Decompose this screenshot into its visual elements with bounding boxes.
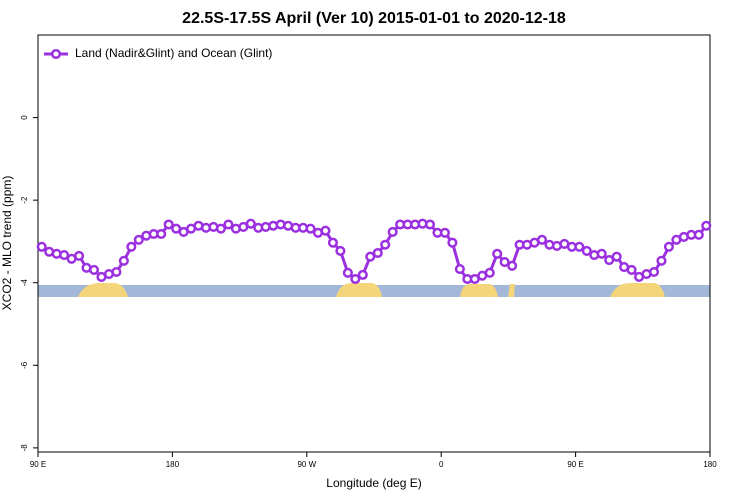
point xyxy=(663,241,674,252)
point xyxy=(492,248,503,259)
point xyxy=(596,248,607,259)
point xyxy=(156,228,167,240)
x-tick-label: 180 xyxy=(703,460,717,469)
point xyxy=(380,239,391,250)
point xyxy=(574,241,585,252)
point xyxy=(223,219,234,230)
legend-label: Land (Nadir&Glint) and Ocean (Glint) xyxy=(75,46,272,60)
point xyxy=(126,241,137,252)
y-axis-label: XCO2 - MLO trend (ppm) xyxy=(0,176,14,311)
point xyxy=(424,219,436,230)
point xyxy=(320,225,331,236)
x-tick-label: 180 xyxy=(166,460,180,469)
point xyxy=(111,266,122,278)
chart-title: 22.5S-17.5S April (Ver 10) 2015-01-01 to… xyxy=(182,10,566,27)
point xyxy=(701,220,712,231)
point xyxy=(36,241,47,252)
point xyxy=(163,219,174,230)
point xyxy=(447,237,458,248)
point xyxy=(335,245,346,256)
point xyxy=(350,273,361,285)
point xyxy=(357,269,368,280)
point xyxy=(59,250,70,261)
point xyxy=(88,264,100,275)
point xyxy=(372,247,383,259)
point xyxy=(439,227,450,238)
point xyxy=(454,264,465,275)
point xyxy=(305,223,316,234)
point xyxy=(387,226,398,237)
point xyxy=(484,267,495,278)
point xyxy=(656,255,667,266)
x-tick-label: 90 E xyxy=(567,460,583,469)
point xyxy=(581,245,592,256)
point xyxy=(245,218,256,229)
point xyxy=(626,264,637,275)
point xyxy=(327,237,338,248)
x-tick-label: 0 xyxy=(439,460,444,469)
x-axis-label: Longitude (deg E) xyxy=(326,476,421,490)
x-tick-label: 90 E xyxy=(30,460,46,469)
y-tick-label: -2 xyxy=(20,196,29,204)
point xyxy=(74,250,85,261)
land-ocean-strip xyxy=(38,283,710,297)
y-tick-label: -4 xyxy=(20,279,29,287)
point xyxy=(648,266,660,278)
point xyxy=(536,234,548,245)
point xyxy=(611,251,622,262)
point xyxy=(499,257,510,268)
y-tick-label: -8 xyxy=(20,444,29,452)
point xyxy=(118,255,129,266)
point xyxy=(342,267,353,278)
point xyxy=(507,260,518,271)
y-tick-label: -6 xyxy=(20,361,29,369)
point xyxy=(133,234,144,245)
point xyxy=(365,251,376,262)
y-tick-label: 0 xyxy=(20,115,29,120)
legend-marker xyxy=(50,48,62,60)
point xyxy=(215,223,226,234)
x-tick-label: 90 W xyxy=(297,460,316,469)
point xyxy=(693,229,704,240)
